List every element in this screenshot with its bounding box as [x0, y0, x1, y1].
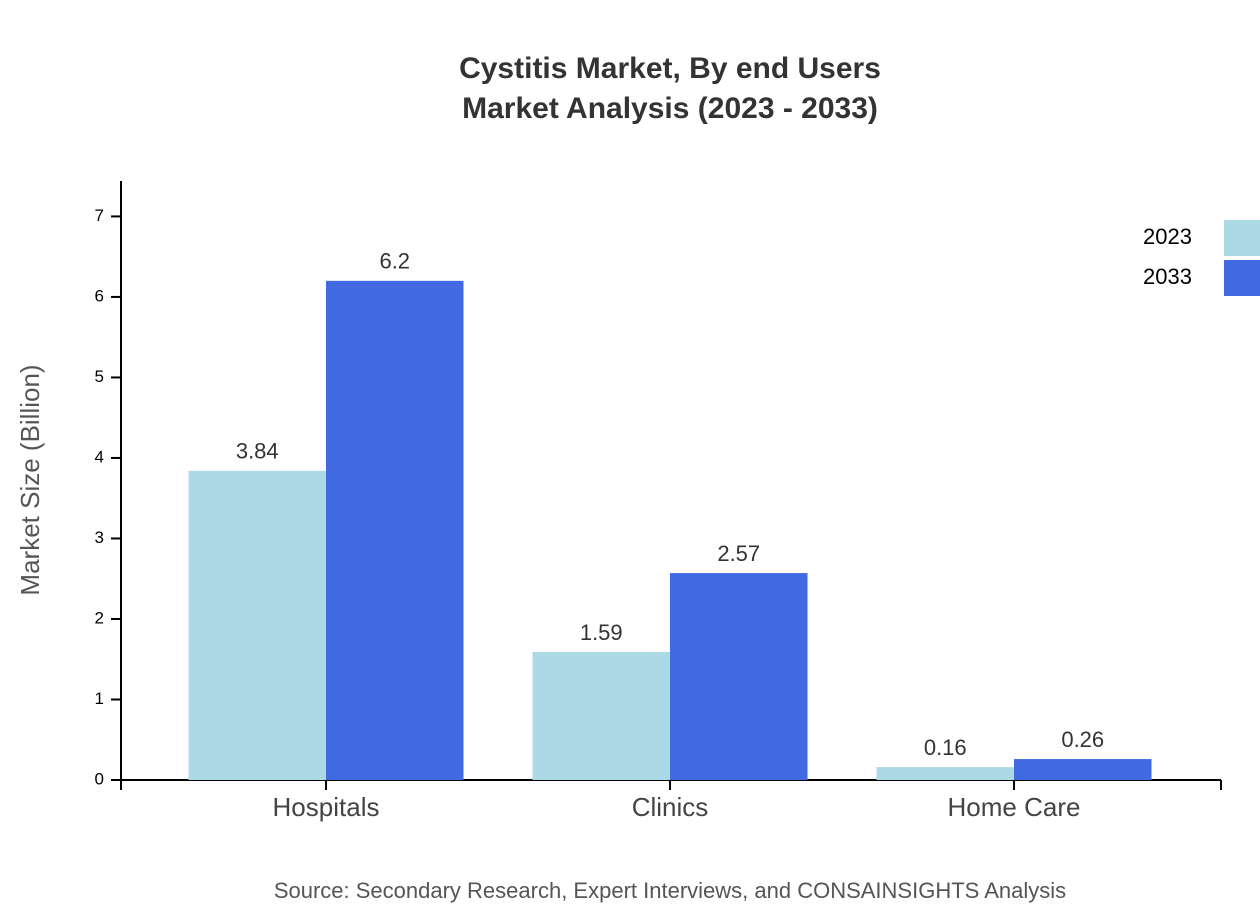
- value-label: 0.26: [1061, 727, 1104, 752]
- value-label: 1.59: [580, 620, 623, 645]
- y-tick-label: 7: [95, 206, 104, 225]
- y-axis-label: Market Size (Billion): [15, 364, 45, 595]
- legend-label: 2023: [1143, 224, 1192, 249]
- source-note: Source: Secondary Research, Expert Inter…: [274, 878, 1066, 903]
- chart-subtitle: Market Analysis (2023 - 2033): [462, 92, 878, 125]
- bar: [876, 767, 1014, 780]
- y-tick-label: 1: [95, 689, 104, 708]
- chart-title: Cystitis Market, By end Users: [459, 52, 881, 85]
- y-tick-label: 0: [95, 769, 104, 788]
- bar: [1014, 759, 1152, 780]
- y-tick-label: 5: [95, 367, 104, 386]
- y-tick-label: 3: [95, 528, 104, 547]
- bar: [188, 470, 326, 780]
- bar: [326, 280, 464, 780]
- legend-label: 2033: [1143, 264, 1192, 289]
- bar: [532, 651, 670, 780]
- x-tick-label: Hospitals: [273, 792, 380, 822]
- x-tick-label: Home Care: [948, 792, 1081, 822]
- value-label: 6.2: [379, 249, 410, 274]
- legend-swatch: [1224, 260, 1260, 296]
- value-label: 3.84: [236, 439, 279, 464]
- value-label: 2.57: [717, 541, 760, 566]
- y-tick-label: 6: [95, 286, 104, 305]
- x-tick-label: Clinics: [632, 792, 709, 822]
- legend-swatch: [1224, 220, 1260, 256]
- y-tick-label: 2: [95, 608, 104, 627]
- bar: [670, 573, 808, 780]
- y-tick-label: 4: [95, 447, 104, 466]
- value-label: 0.16: [924, 735, 967, 760]
